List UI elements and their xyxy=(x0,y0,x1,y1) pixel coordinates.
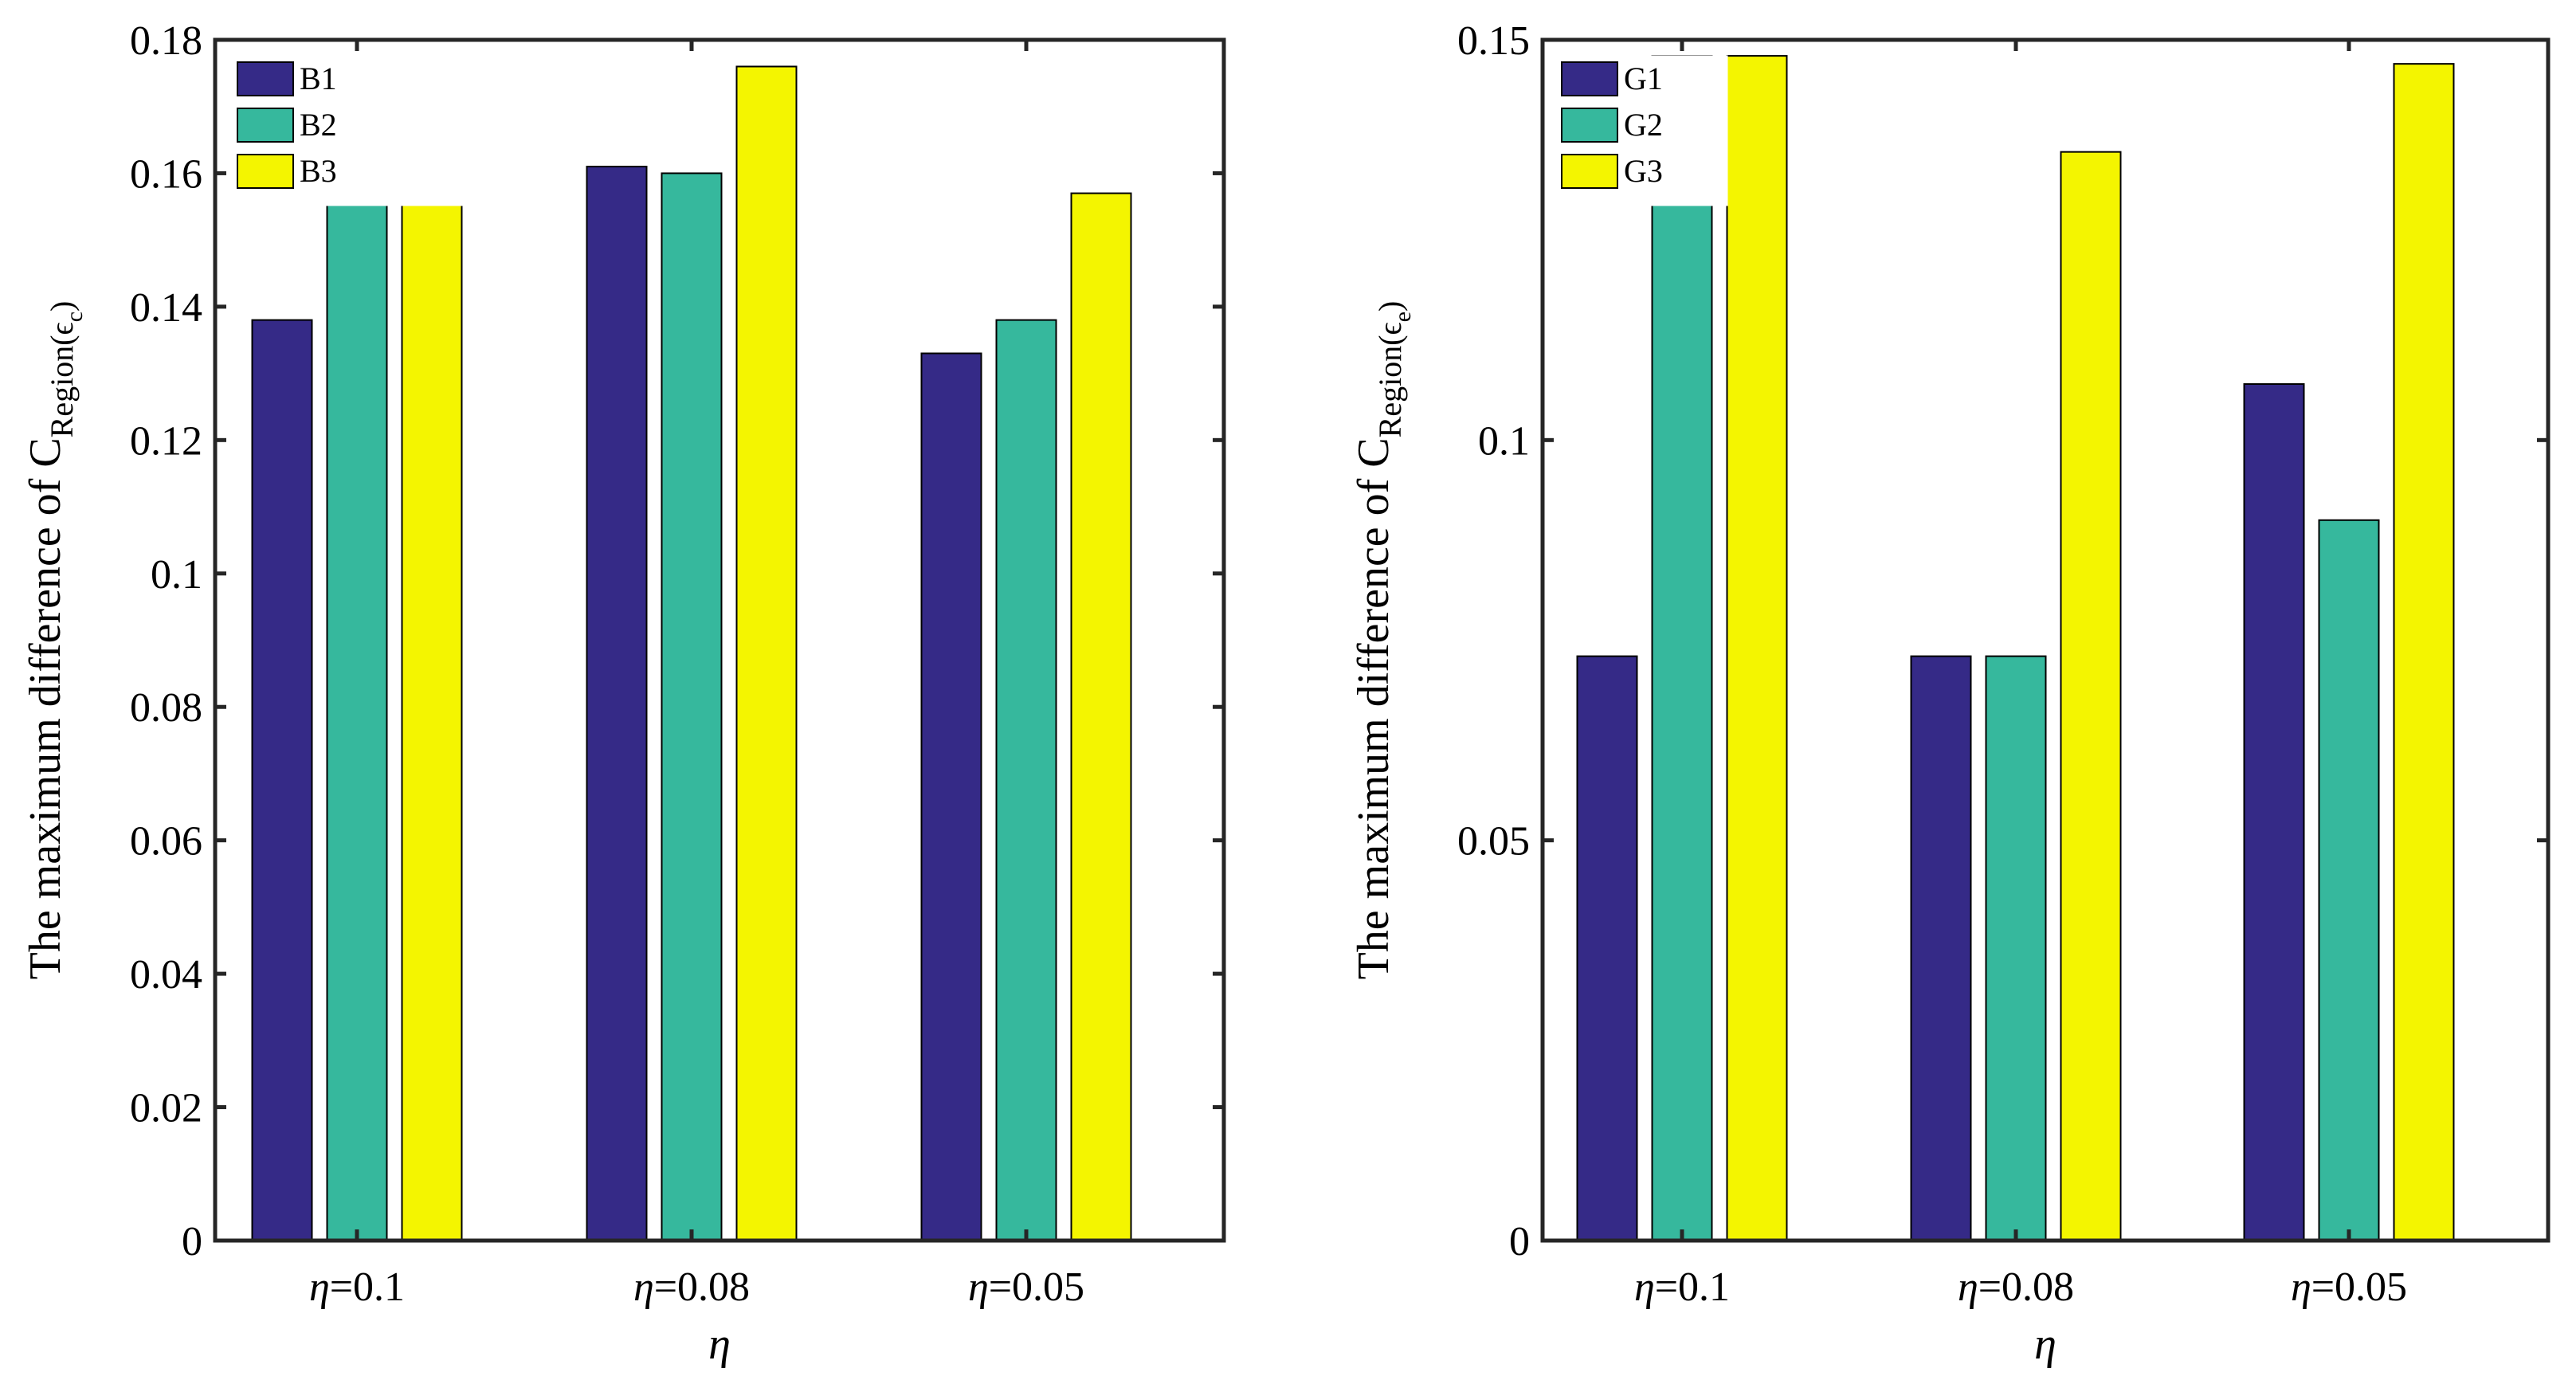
bar-b1-1 xyxy=(251,319,313,1242)
bar-b1-3 xyxy=(920,352,982,1242)
bar-g1-2 xyxy=(1910,655,1972,1241)
y-label-close-paren: ) xyxy=(44,301,80,312)
category-eta: η xyxy=(2291,1264,2311,1310)
x-category-label: η=0.08 xyxy=(633,1264,750,1310)
y-tick-label: 0.16 xyxy=(130,151,202,197)
x-axis-label: η xyxy=(708,1319,731,1369)
bar-g3-3 xyxy=(2393,63,2455,1241)
x-category-label: η=0.05 xyxy=(968,1264,1084,1310)
y-label-main: The maximum difference of C xyxy=(21,437,70,979)
y-axis-label: The maximum difference of CRegion(ϵc) xyxy=(21,301,88,980)
y-tick-label: 0.08 xyxy=(130,685,202,731)
y-tick-label: 0.12 xyxy=(130,418,202,464)
category-value: =0.08 xyxy=(654,1264,750,1310)
y-label-subscript: Region(ϵ xyxy=(44,322,80,437)
legend-swatch xyxy=(237,154,294,189)
bar-g3-1 xyxy=(1726,55,1788,1241)
y-tick-label: 0 xyxy=(1509,1219,1530,1264)
category-value: =0.05 xyxy=(2311,1264,2407,1310)
y-tick-label: 0.1 xyxy=(1478,418,1530,464)
y-tick-label: 0.06 xyxy=(130,819,202,864)
y-tick-label: 0.15 xyxy=(1457,18,1530,64)
legend: B1 B2 B3 xyxy=(230,55,479,206)
y-tick-label: 0 xyxy=(182,1219,202,1264)
category-eta: η xyxy=(1958,1264,1978,1310)
category-eta: η xyxy=(633,1264,654,1310)
y-tick-label: 0.18 xyxy=(130,18,202,64)
category-value: =0.1 xyxy=(330,1264,405,1310)
category-eta: η xyxy=(968,1264,989,1310)
bar-b2-3 xyxy=(995,319,1057,1242)
bar-b1-2 xyxy=(586,166,648,1241)
y-label-subsubscript: c xyxy=(61,312,88,322)
left-bar-chart: 00.020.040.060.080.10.120.140.160.18η=0.… xyxy=(21,18,1226,1369)
bar-g2-3 xyxy=(2318,519,2380,1241)
x-category-label: η=0.05 xyxy=(2291,1264,2407,1310)
bar-g1-3 xyxy=(2243,383,2305,1241)
category-value: =0.1 xyxy=(1655,1264,1730,1310)
y-label-close-paren: ) xyxy=(1372,301,1408,312)
x-axis-label: η xyxy=(2034,1319,2056,1369)
x-category-label: η=0.08 xyxy=(1958,1264,2074,1310)
y-tick-label: 0.14 xyxy=(130,285,202,331)
category-value: =0.05 xyxy=(989,1264,1084,1310)
legend: G1 G2 G3 xyxy=(1555,55,1728,206)
y-tick-label: 0.05 xyxy=(1457,819,1530,864)
legend-swatch xyxy=(1561,61,1618,96)
x-category-label: η=0.1 xyxy=(309,1264,405,1310)
legend-swatch xyxy=(1561,154,1618,189)
bar-g1-1 xyxy=(1576,655,1638,1241)
y-label-subscript: Region(ϵ xyxy=(1372,322,1408,437)
legend-swatch xyxy=(237,61,294,96)
legend-label: B3 xyxy=(300,153,337,189)
bar-g2-2 xyxy=(1985,655,2047,1241)
x-category-label: η=0.1 xyxy=(1634,1264,1730,1310)
bar-b2-2 xyxy=(661,172,723,1241)
axes-box xyxy=(1540,37,2551,1243)
bar-b3-1 xyxy=(401,125,463,1242)
category-eta: η xyxy=(1634,1264,1655,1310)
bar-g3-2 xyxy=(2060,151,2122,1242)
legend-swatch xyxy=(1561,108,1618,143)
legend-swatch xyxy=(237,108,294,143)
bar-b2-1 xyxy=(326,59,388,1241)
bar-b3-3 xyxy=(1070,192,1132,1241)
legend-label: G2 xyxy=(1624,107,1663,143)
y-tick-label: 0.02 xyxy=(130,1086,202,1131)
y-label-main: The maximum difference of C xyxy=(1349,437,1398,979)
bar-g2-1 xyxy=(1651,55,1713,1241)
axes-box xyxy=(213,37,1226,1243)
category-eta: η xyxy=(309,1264,330,1310)
legend-label: B2 xyxy=(300,107,337,143)
y-label-subsubscript: e xyxy=(1390,312,1416,322)
category-value: =0.08 xyxy=(1978,1264,2074,1310)
y-tick-label: 0.04 xyxy=(130,952,202,998)
y-axis-label: The maximum difference of CRegion(ϵe) xyxy=(1349,301,1416,980)
y-tick-label: 0.1 xyxy=(151,552,202,598)
legend-label: G1 xyxy=(1624,61,1663,96)
legend-label: G3 xyxy=(1624,153,1663,189)
bar-b3-2 xyxy=(735,65,798,1241)
legend-label: B1 xyxy=(300,61,337,96)
